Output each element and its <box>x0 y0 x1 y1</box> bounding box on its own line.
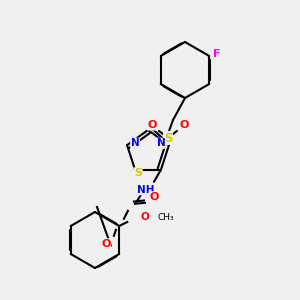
Text: N: N <box>131 138 140 148</box>
Text: O: O <box>147 120 157 130</box>
Text: O: O <box>101 239 111 249</box>
Text: O: O <box>179 120 189 130</box>
Text: N: N <box>157 138 165 148</box>
Text: S: S <box>134 168 142 178</box>
Text: S: S <box>164 131 172 145</box>
Text: NH: NH <box>137 185 155 195</box>
Text: O: O <box>141 212 150 222</box>
Text: CH₃: CH₃ <box>157 212 174 221</box>
Text: F: F <box>214 49 221 59</box>
Text: O: O <box>149 192 159 202</box>
